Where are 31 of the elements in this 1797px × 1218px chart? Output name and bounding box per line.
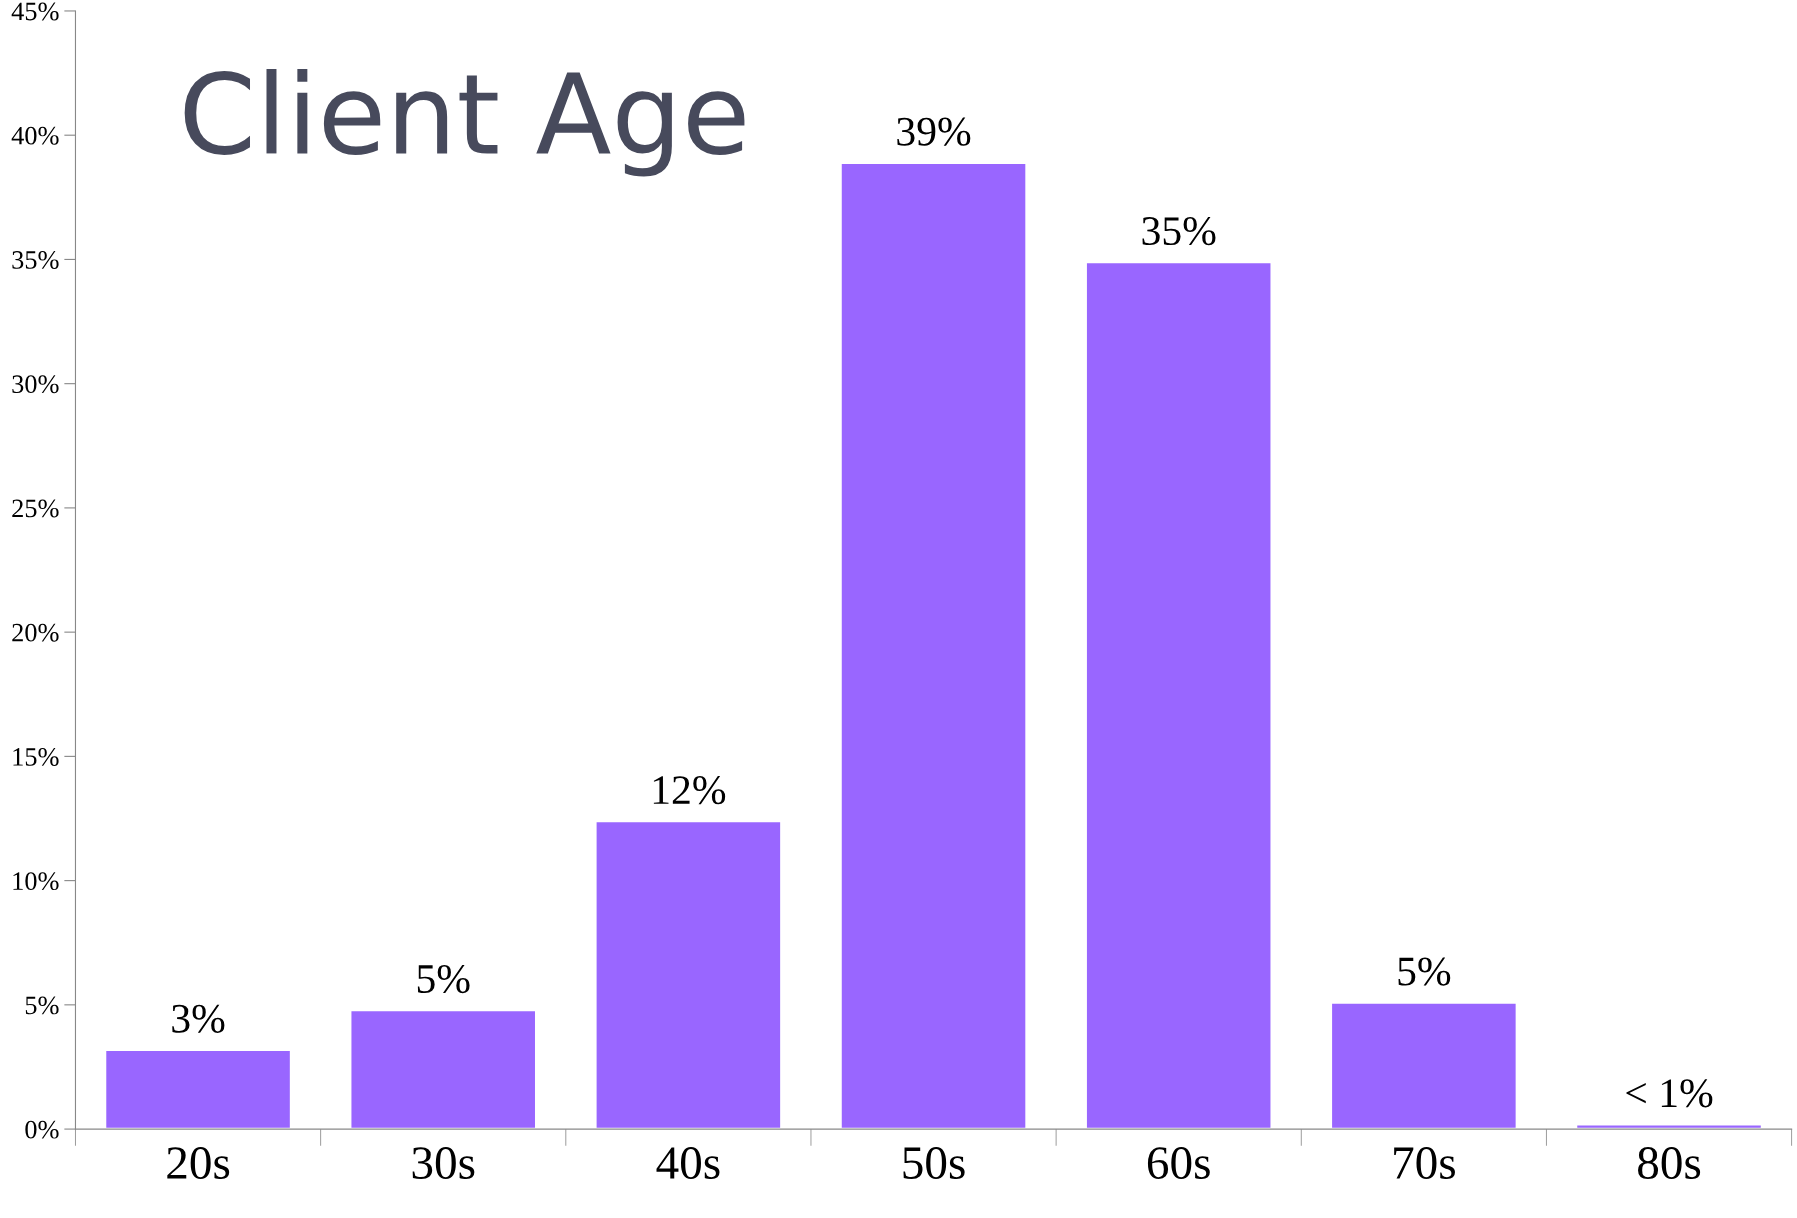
- x-tick-label: 30s: [412, 1147, 475, 1179]
- bar: [348, 1008, 538, 1130]
- y-tick-label: 25%: [12, 499, 59, 518]
- x-tick-label: 80s: [1638, 1147, 1701, 1179]
- x-tick-label: 60s: [1147, 1147, 1210, 1179]
- y-tick-label: 20%: [12, 623, 59, 642]
- bar: [1329, 1000, 1519, 1130]
- x-tick-label: 40s: [656, 1147, 720, 1179]
- data-label: 35%: [1142, 217, 1216, 246]
- y-tick-label: 5%: [25, 996, 59, 1015]
- x-tick-label: 50s: [903, 1147, 965, 1179]
- data-label: 5%: [1398, 957, 1451, 986]
- text: Client Age: [184, 69, 745, 177]
- x-tick-label: 70s: [1394, 1147, 1455, 1179]
- x-tick-label: 20s: [167, 1147, 230, 1179]
- data-label: 12%: [653, 776, 726, 805]
- y-tick-label: 30%: [12, 375, 59, 394]
- data-label: < 1%: [1626, 1079, 1713, 1108]
- bar: [103, 1048, 293, 1130]
- y-tick-label: 15%: [13, 747, 59, 766]
- y-tick-label: 40%: [11, 126, 59, 145]
- y-tick-label: 35%: [12, 251, 59, 269]
- data-label: 5%: [417, 964, 470, 994]
- bar: [593, 819, 783, 1130]
- y-tick-label: 0%: [25, 1120, 59, 1139]
- bar: [838, 161, 1029, 1130]
- y-tick-label: 45%: [11, 2, 59, 21]
- bar: [1084, 260, 1274, 1130]
- data-label: 3%: [172, 1004, 225, 1033]
- data-label: 39%: [897, 117, 971, 146]
- y-tick-label: 10%: [13, 872, 59, 891]
